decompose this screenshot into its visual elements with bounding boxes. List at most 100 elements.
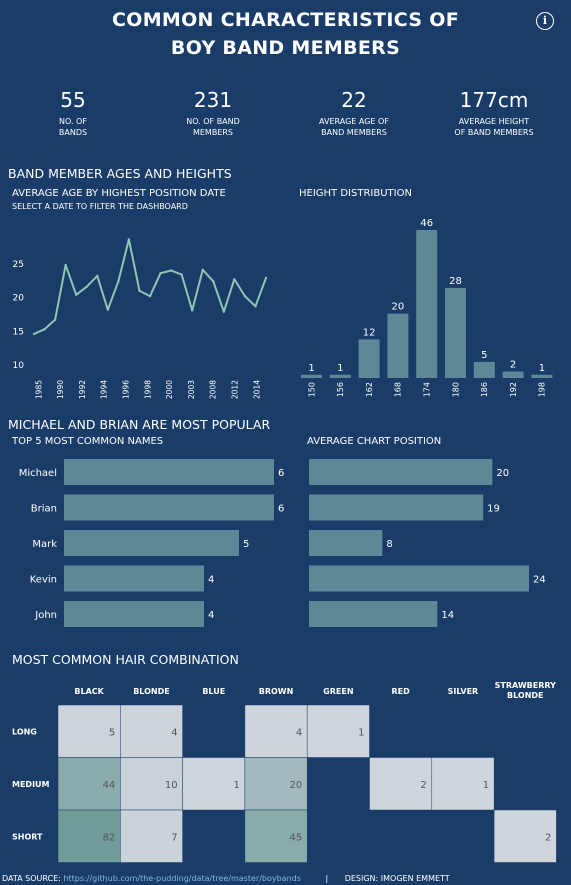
age-line-chart[interactable]: 10 15 20 25 1985 1990 1992 1994 1996 1998 2000 2003… [0,215,290,405]
footer: DATA SOURCE: https://github.com/the-pudd… [0,872,571,885]
y-tick-label: 25 [13,260,24,270]
height-bar [358,339,380,378]
age-point [159,272,162,275]
footer-separator: | [325,874,329,883]
age-point [243,294,247,298]
chart-position-bar-chart[interactable]: 20 19 8 24 14 [300,452,571,637]
height-bar-label: 1 [539,363,545,374]
hair-color-header: RED [392,687,411,696]
name-label: John [34,610,57,621]
name-label: Mark [32,539,57,550]
age-point [106,308,110,311]
hair-cell-value: 1 [234,780,240,791]
height-bar [445,287,466,378]
position-bar-value: 19 [487,504,500,515]
hair-color-header: BROWN [259,687,294,696]
height-category-label: 150 [307,382,316,397]
x-tick-label: 1998 [143,380,152,399]
age-point [212,280,215,283]
age-series-line [33,238,267,335]
x-tick-label: 2014 [252,380,261,399]
hair-cell [57,757,121,811]
hair-cell-value: 45 [289,832,302,843]
age-point [222,310,226,313]
height-category-label: 198 [538,382,547,397]
height-bar [301,374,322,378]
hair-color-header: BLACK [74,687,104,696]
height-category-label: 180 [451,382,460,397]
hair-color-header: STRAWBERRY [495,681,556,690]
position-bar [309,530,383,556]
age-point [180,273,183,276]
height-bar-label: 1 [308,363,314,374]
age-point [148,294,152,298]
age-point [254,305,257,308]
hair-cell [244,809,308,863]
age-point [138,289,141,292]
kpi-average-age: 22 AVERAGE AGE OF BAND MEMBERS [289,88,419,138]
hair-cell [369,757,433,811]
hair-length-label: LONG [12,727,37,736]
height-bar-label: 1 [337,363,343,374]
line-chart-title: AVERAGE AGE BY HIGHEST POSITION DATE [12,188,226,199]
info-icon[interactable]: i [536,12,554,30]
height-category-label: 156 [336,382,345,397]
names-bar-chart[interactable]: Michael 6 Brian 6 Mark 5 Kevin 4 John 4 [0,452,300,637]
name-bar-value: 4 [208,575,214,586]
hair-cell [120,704,183,758]
hair-cell [244,757,308,811]
height-bar [329,374,351,378]
name-bar [64,565,204,592]
age-point [190,309,194,312]
kpi-label: AVERAGE AGE OF BAND MEMBERS [319,117,389,137]
position-bar [309,459,493,485]
kpi-average-height: 177cm AVERAGE HEIGHT OF BAND MEMBERS [429,88,559,138]
height-category-label: 162 [365,382,374,397]
hair-length-label: MEDIUM [12,780,50,789]
name-bar [64,601,204,627]
hair-cell [182,757,246,811]
source-label: DATA SOURCE: [2,874,61,883]
hair-cell-value: 2 [420,780,426,791]
x-tick-label: 2008 [209,380,218,399]
position-bar-value: 14 [441,610,454,621]
height-bar [387,313,409,378]
hair-heatmap[interactable]: BLACK BLONDE BLUE BROWN GREEN RED SILVER STRAWB… [0,672,571,872]
hair-cell-value: 20 [289,780,302,791]
kpi-label: NO. OF BANDS [58,117,88,137]
age-point [85,285,88,288]
position-bar [309,565,529,592]
hair-cell-value: 82 [103,832,116,843]
x-tick-label: 1994 [100,380,109,399]
name-bar [64,459,274,485]
hair-color-header: GREEN [323,687,353,696]
x-tick-label: 2003 [187,380,196,399]
position-bar [309,494,484,521]
section-ages-heights-title: BAND MEMBER AGES AND HEIGHTS [8,166,232,181]
height-category-label: 192 [509,382,518,397]
height-bar-label: 20 [392,302,405,313]
hair-cell [431,757,495,811]
position-bar [309,601,438,627]
hair-cell-value: 1 [483,780,489,791]
section-hair-title: MOST COMMON HAIR COMBINATION [12,652,239,667]
line-chart-subtitle: SELECT A DATE TO FILTER THE DASHBOARD [12,202,188,211]
hair-color-header: BLONDE [507,691,544,700]
height-histogram[interactable]: 1 150 1 156 12 162 20 168 46 174 28 180 5 186 2 192 1 198 [295,215,565,405]
hair-cell-value: 44 [103,780,116,791]
kpi-label: AVERAGE HEIGHT OF BAND MEMBERS [454,117,534,137]
hair-cell-value: 2 [545,832,551,843]
hair-cell-value: 1 [358,727,364,738]
position-bar-value: 24 [533,575,546,586]
height-category-label: 168 [394,382,403,397]
height-bar [473,361,495,378]
x-tick-label: 1990 [56,380,65,399]
source-link[interactable]: https://github.com/the-pudding/data/tree… [63,874,301,883]
height-bar [531,374,553,378]
height-bar-label: 12 [363,327,376,338]
hair-cell-value: 5 [109,727,115,738]
x-tick-label: 1996 [121,380,130,399]
name-bar [64,494,274,521]
x-tick-label: 2012 [230,380,239,399]
name-label: Brian [31,504,57,515]
